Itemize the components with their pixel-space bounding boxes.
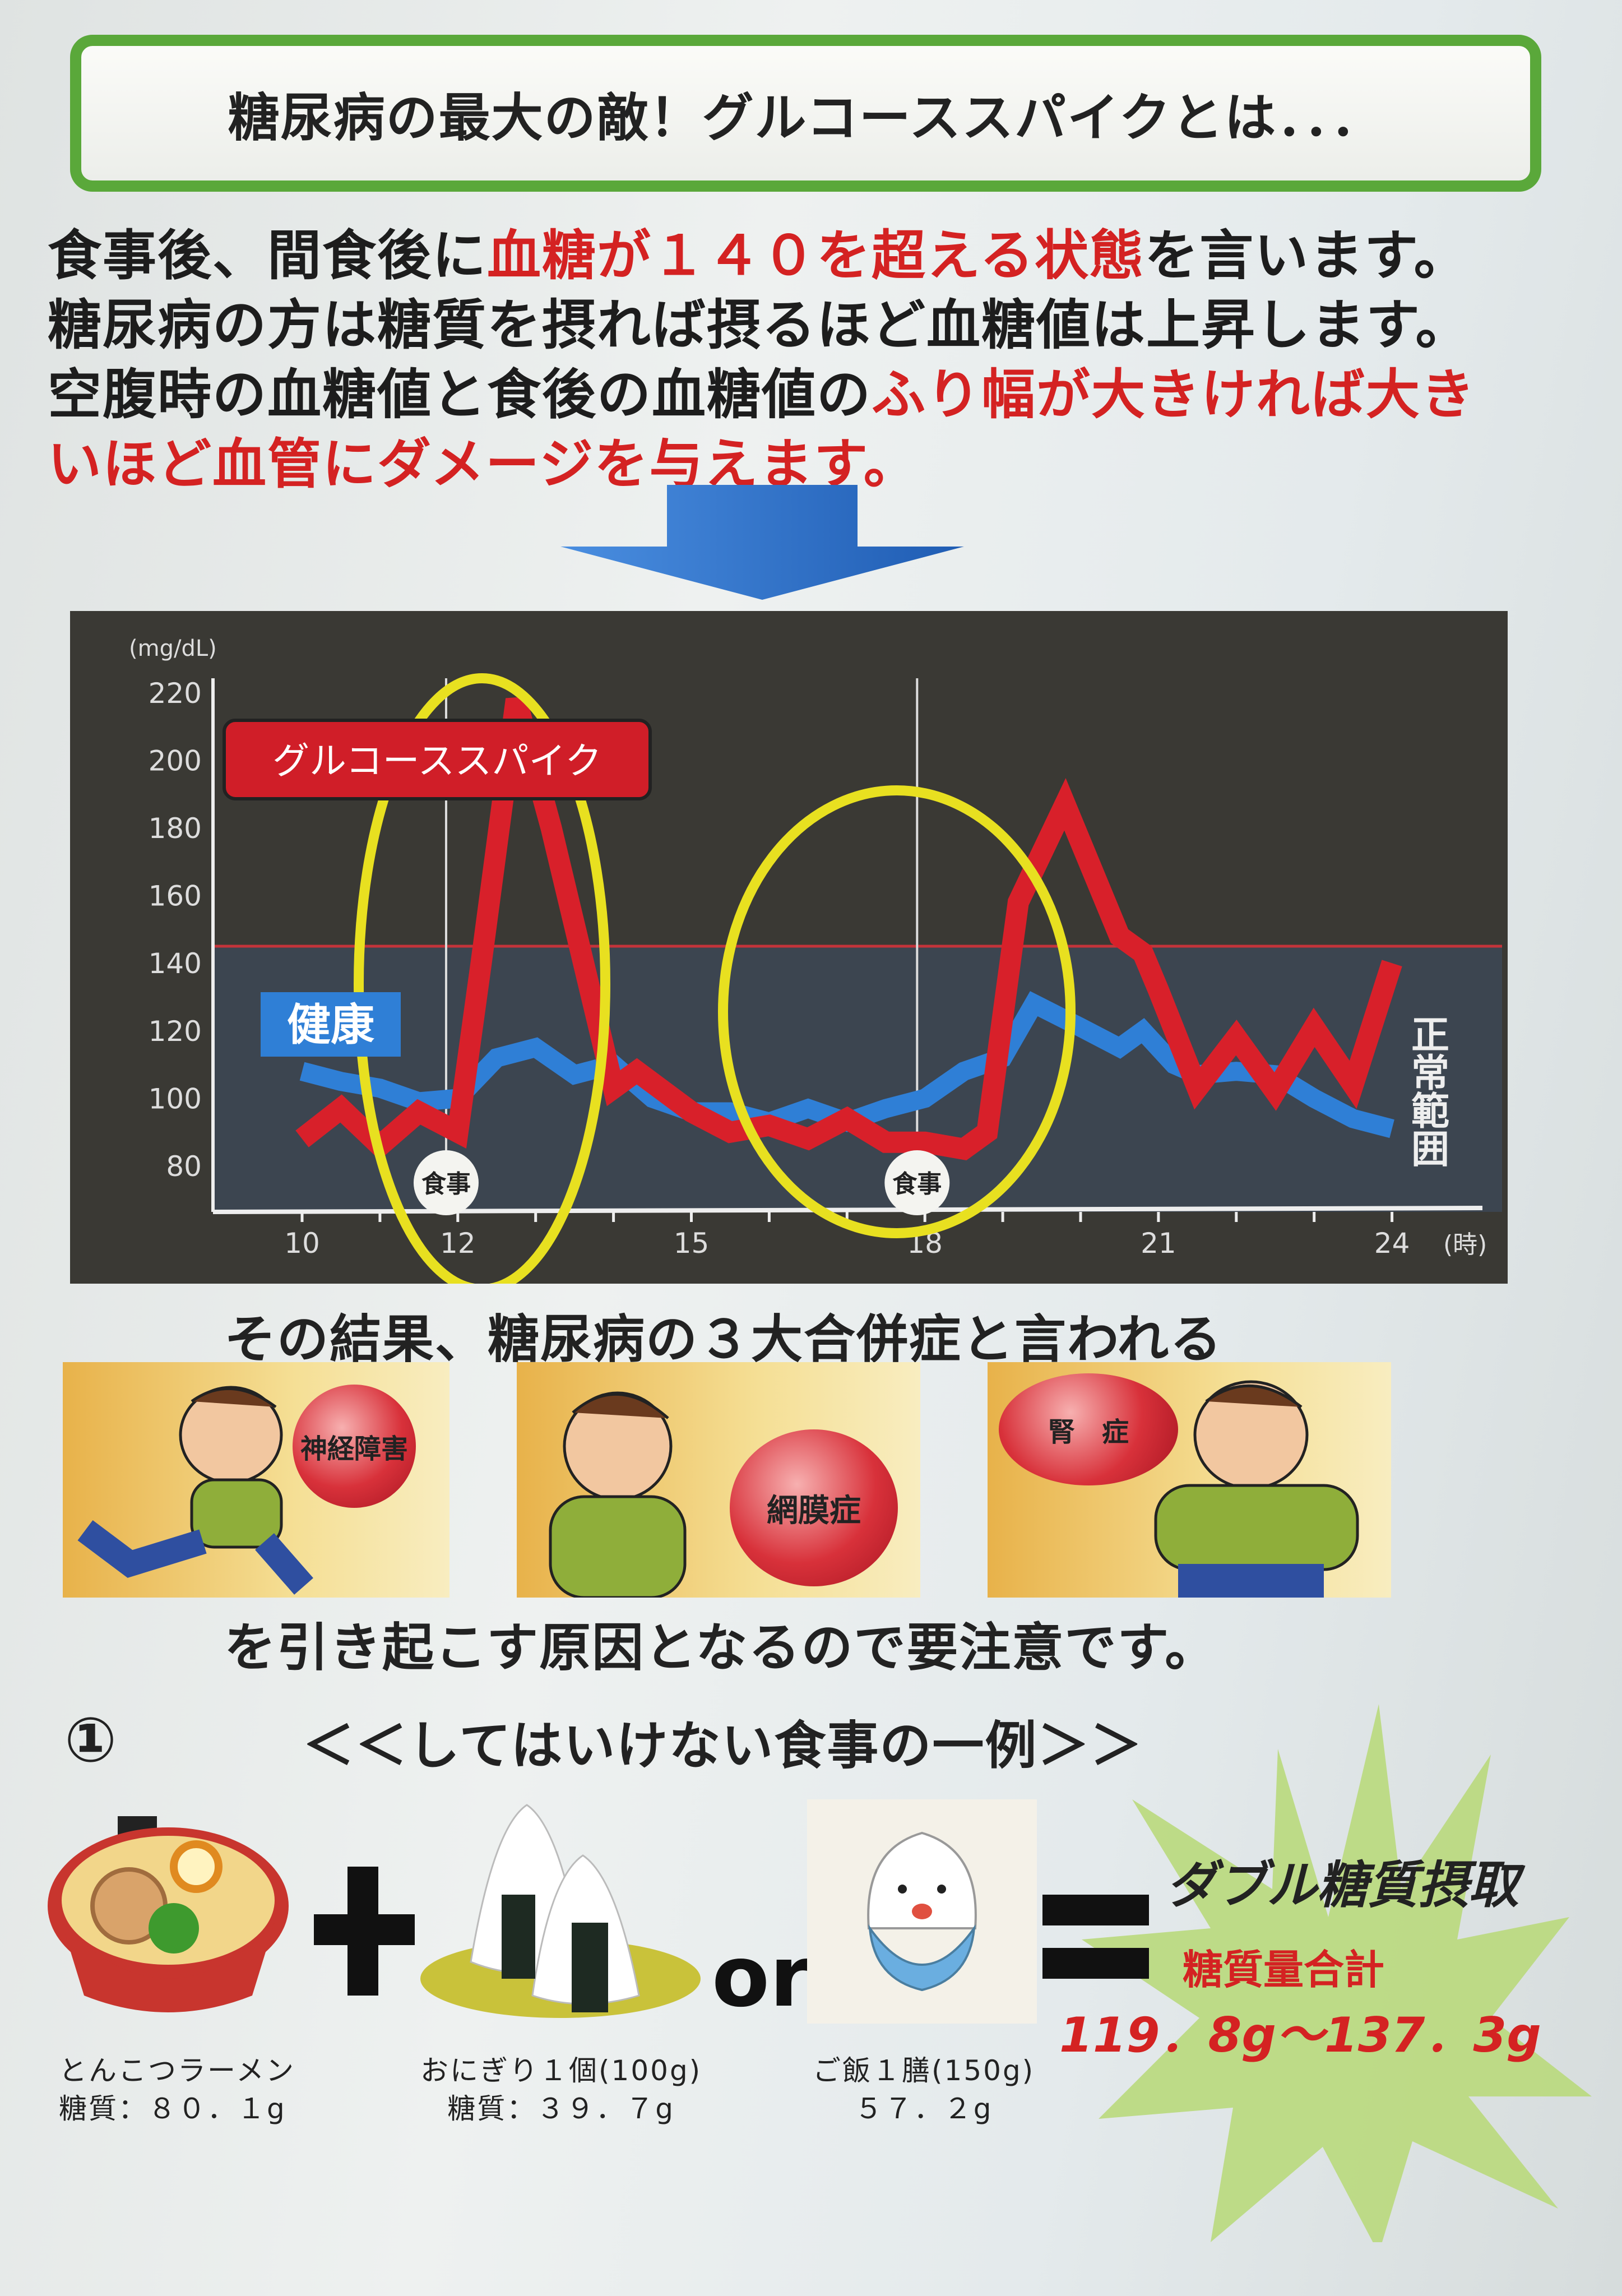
emphasis-text: ふり幅が大きければ大き [872,363,1476,426]
y-tick-label: 220 [149,677,202,710]
starburst-icon [1082,1704,1592,2242]
total-label: 糖質量合計 [1183,1946,1385,1993]
person-kidney-pain-icon [1154,1380,1359,1598]
complication-label: 神経障害 [300,1433,408,1465]
illustration-neuropathy: 神経障害 [63,1362,449,1598]
y-tick-label: 100 [149,1082,202,1115]
y-axis-unit: (mg/dL) [129,636,217,661]
title-box: 糖尿病の最大の敵！グルコーススパイクとは．．． [70,35,1541,192]
down-arrow-icon [560,485,964,600]
y-tick-label: 80 [166,1150,202,1183]
food-name: おにぎり１個(100g) [420,2054,702,2087]
healthy-label-text: 健康 [287,1000,374,1050]
x-axis [212,1206,1483,1214]
page-title: 糖尿病の最大の敵！グルコーススパイクとは．．． [228,87,1384,148]
person-leg-pain-icon [77,1386,313,1595]
text: 空腹時の血糖値と食後の血糖値の [48,363,872,426]
complications-footer: を引き起こす原因となるので要注意です。 [224,1618,1218,1678]
spike-series-line [295,696,1402,1160]
x-axis-unit: (時) [1443,1230,1487,1259]
intro-line-3: 空腹時の血糖値と食後の血糖値のふり幅が大きければ大き [48,351,1476,429]
rice-bowl-icon [807,1799,1037,2024]
food-name: とんこつラーメン [59,2054,295,2087]
normal-range-label: 正常範囲 [1405,1015,1449,1167]
meal-label: 食事 [892,1170,942,1198]
x-tick-label: 10 [284,1227,320,1260]
illustration-nephropathy: 腎 症 [988,1362,1391,1598]
complication-label: 腎 症 [1048,1417,1129,1448]
complication-label: 網膜症 [767,1492,861,1529]
normal-range-zone [213,946,1502,1212]
food-carbs: ５７．２g [854,2093,993,2125]
complication-badge: 腎 症 [999,1373,1178,1485]
complications-heading: その結果、糖尿病の３大合併症と言われる [224,1309,1223,1369]
food-caption-ramen: とんこつラーメン 糖質：８０．１g [59,2052,295,2128]
meal-label: 食事 [421,1170,471,1198]
x-tick-label: 15 [674,1227,710,1260]
intro-line-1: 食事後、間食後に血糖が１４０を超える状態を言います。 [48,212,1469,290]
food-carbs: 糖質：３９．７g [447,2093,675,2125]
example-heading: ＜＜してはいけない食事の一例＞＞ [303,1716,1143,1776]
x-tick-label: 12 [440,1227,476,1260]
y-tick-label: 180 [149,812,202,845]
y-tick-label: 140 [149,947,202,980]
illustration-retinopathy: 網膜症 [517,1362,920,1598]
meal-marker [413,1150,479,1215]
example-number: ① [64,1704,117,1776]
y-tick-label: 160 [149,880,202,913]
food-caption-onigiri: おにぎり１個(100g) 糖質：３９．７g [420,2052,702,2128]
y-tick-label: 200 [149,744,202,777]
complication-badge: 神経障害 [293,1385,416,1508]
text: 食事後、間食後に [48,224,487,287]
highlight-ellipse [718,785,1076,1238]
y-tick-label: 120 [149,1015,202,1048]
spike-label-text: グルコーススパイク [272,739,602,783]
food-caption-rice: ご飯１膳(150g) ５７．２g [813,2052,1035,2128]
plus-icon [314,1867,415,1996]
spike-label: グルコーススパイク [223,719,652,800]
meal-marker [884,1150,950,1215]
x-tick-label: 21 [1141,1227,1176,1260]
complication-badge: 網膜症 [730,1429,898,1586]
healthy-label: 健康 [261,992,401,1057]
food-carbs: 糖質：８０．１g [59,2093,286,2125]
equals-icon [1042,1895,1149,1979]
result-title: ダブル糖質摂取 [1166,1856,1519,1915]
or-label: or [712,1928,812,2026]
x-tick-label: 24 [1374,1227,1410,1260]
total-value: 119．8g～137．3g [1059,2007,1541,2063]
food-name: ご飯１膳(150g) [813,2054,1035,2087]
ramen-icon [48,1816,289,2012]
person-eye-pain-icon [549,1391,687,1598]
text: を言います。 [1144,224,1469,287]
emphasis-text: 血糖が１４０を超える状態 [487,224,1145,287]
intro-line-2: 糖尿病の方は糖質を摂れば摂るほど血糖値は上昇します。 [48,294,1471,357]
onigiri-icon [420,1804,701,2018]
highlight-ellipse [354,673,610,1284]
